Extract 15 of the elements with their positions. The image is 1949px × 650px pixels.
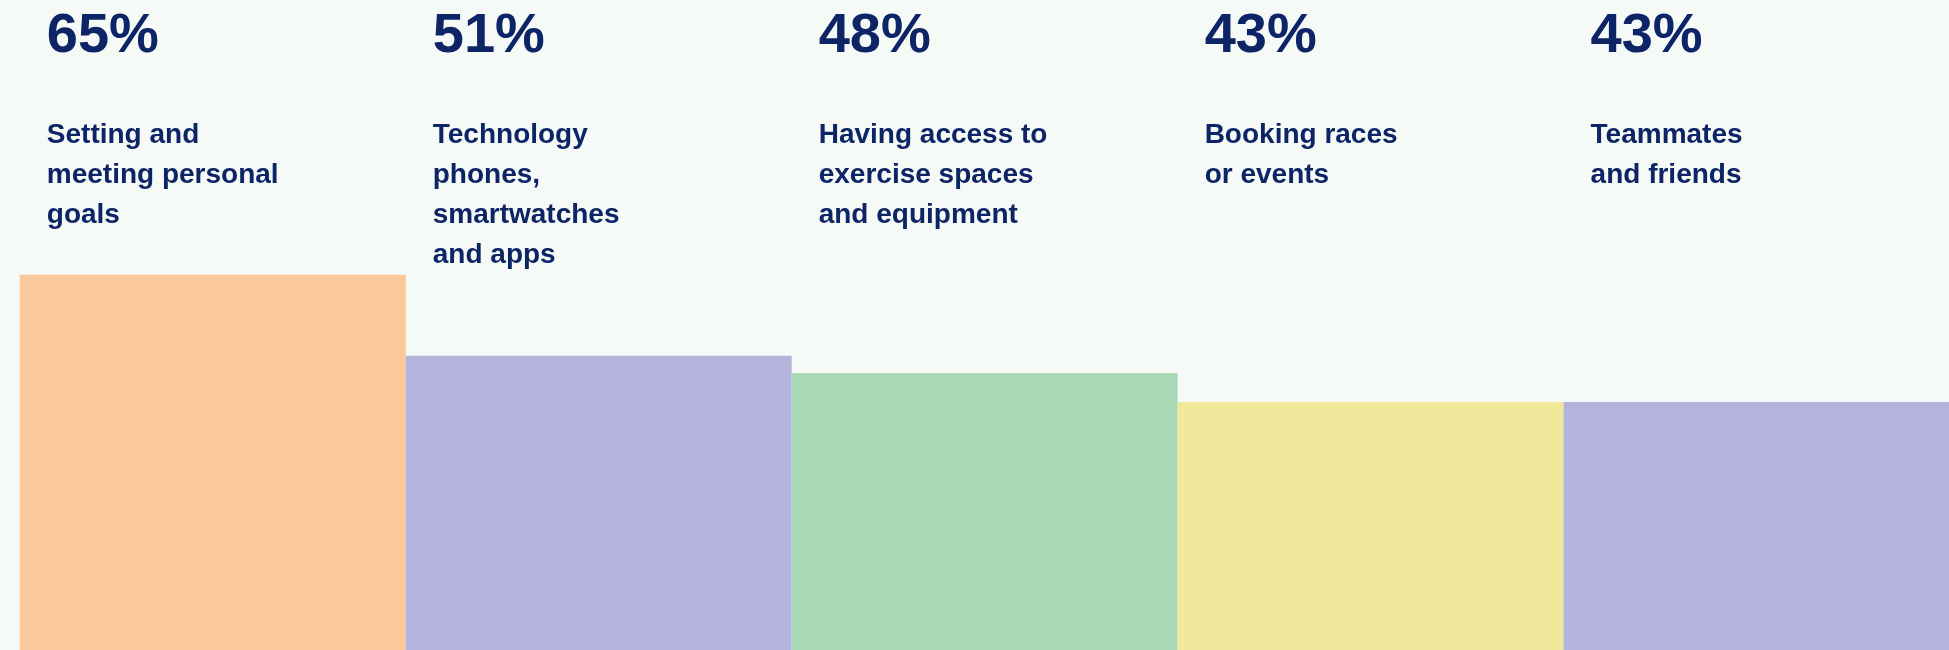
data-label: 43% — [1204, 0, 1317, 64]
x-tick-label: Having access to exercise spaces and equipment — [818, 117, 1048, 230]
x-tick-label: Technology phones, smartwatches and apps — [432, 117, 620, 270]
bar — [1177, 401, 1564, 650]
x-tick-label: Teammates and friends — [1590, 117, 1743, 189]
bar — [405, 355, 792, 650]
x-tick-label: Booking races or events — [1204, 117, 1398, 189]
data-label: 51% — [432, 0, 545, 64]
x-tick-label: Setting and meeting personal goals — [46, 117, 279, 230]
bar — [19, 274, 406, 650]
data-label: 43% — [1590, 0, 1703, 64]
bar — [1563, 401, 1949, 650]
bar — [791, 373, 1178, 650]
data-label: 48% — [818, 0, 931, 64]
data-label: 65% — [46, 0, 159, 64]
